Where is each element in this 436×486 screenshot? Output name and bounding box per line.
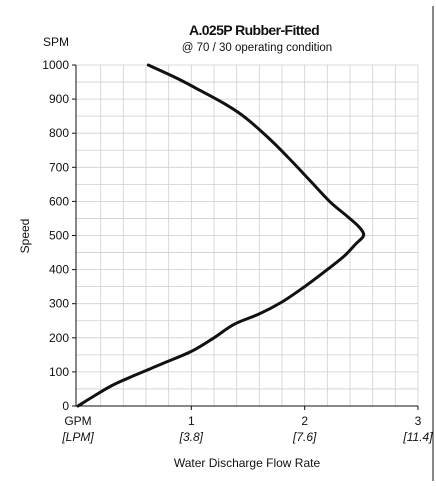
y-tick-label: 700 — [49, 160, 69, 174]
x-tick-label: 2 — [301, 414, 308, 428]
x-alt-unit-label: [LPM] — [61, 430, 94, 444]
y-tick-label: 1000 — [42, 58, 69, 72]
series-line — [76, 63, 366, 408]
series-layer — [76, 63, 366, 408]
x-tick-alt-label: [7.6] — [292, 430, 317, 444]
grid-layer — [76, 64, 419, 406]
y-tick-label: 800 — [49, 126, 69, 140]
x-tick-label: 3 — [415, 414, 422, 428]
x-unit-label: GPM — [64, 414, 91, 428]
y-tick-label: 200 — [49, 331, 69, 345]
y-tick-label: 500 — [49, 229, 69, 243]
x-tick-alt-label: [3.8] — [179, 430, 204, 444]
chart-title: A.025P Rubber-Fitted — [189, 22, 319, 38]
y-tick-label: 300 — [49, 297, 69, 311]
x-tick-label: 1 — [188, 414, 195, 428]
x-axis-label: Water Discharge Flow Rate — [174, 456, 321, 470]
y-tick-label: 400 — [49, 263, 69, 277]
y-unit-label: SPM — [43, 35, 69, 49]
y-tick-label: 900 — [49, 92, 69, 106]
y-axis-label: Speed — [18, 219, 32, 254]
y-tick-label: 100 — [49, 365, 69, 379]
y-tick-label: 0 — [62, 399, 69, 413]
ticks-layer: 0 100 200 300 400 500 600 700 800 900 1000 1 [3.8] 2 [… — [42, 58, 433, 444]
x-tick-alt-label: [11.4] — [402, 430, 433, 444]
chart-subtitle: @ 70 / 30 operating condition — [182, 42, 332, 54]
y-tick-label: 600 — [49, 194, 69, 208]
